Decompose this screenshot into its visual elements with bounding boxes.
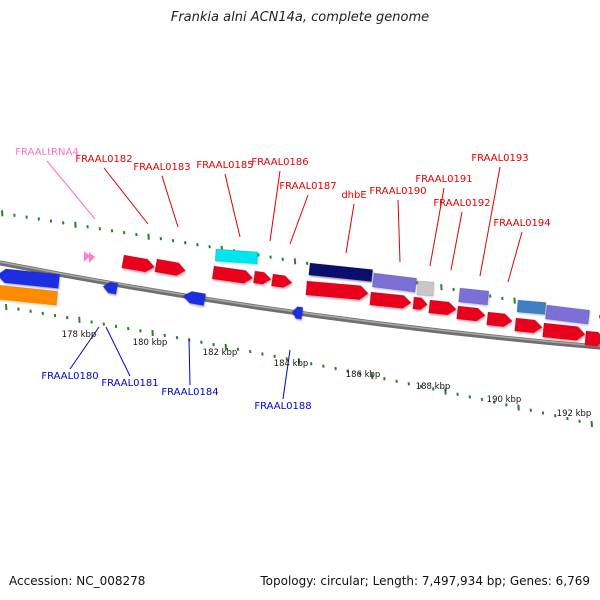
feature-dhbE-cds [305, 280, 369, 300]
scale-label: 180 kbp [133, 338, 168, 348]
feature-FRAALtRNA4-a [84, 251, 90, 262]
scale-labels: 178 kbp 180 kbp 182 kbp 184 kbp 186 kbp 188 k… [62, 330, 592, 419]
genome-stats: Topology: circular; Length: 7,497,934 bp… [260, 574, 590, 588]
scale-label: 192 kbp [557, 409, 592, 419]
feature-FRAAL0183 [154, 258, 186, 276]
feature-FRAAL0184 [182, 291, 207, 306]
feature-FRAAL0182 [121, 254, 155, 273]
gene-label-FRAAL0188: FRAAL0188 [254, 401, 311, 412]
accession-label: Accession: NC_008278 [9, 574, 146, 588]
gene-label-FRAAL0185: FRAAL0185 [196, 160, 253, 171]
callout-line [289, 194, 309, 245]
callout-line [105, 326, 131, 377]
scale-label: 182 kbp [203, 348, 238, 358]
feature-cds-c [584, 330, 600, 347]
feature-FRAAL0187 [270, 273, 293, 288]
callout-line [224, 173, 241, 238]
scale-label: 186 kbp [346, 370, 381, 380]
gene-label-FRAAL0187: FRAAL0187 [279, 181, 336, 192]
gene-label-FRAALtRNA4: FRAALtRNA4 [15, 147, 78, 158]
feature-steel [516, 299, 547, 315]
feature-FRAAL0181 [102, 281, 119, 295]
feature-orange [0, 284, 59, 306]
scale-label: 178 kbp [62, 330, 97, 340]
feature-FRAAL0192 [428, 299, 457, 316]
feature-FRAAL0186 [252, 270, 272, 285]
callout-line [397, 199, 401, 263]
gene-label-FRAAL0193: FRAAL0193 [471, 153, 528, 164]
feature-FRAAL0185 [214, 248, 259, 265]
feature-track [0, 248, 600, 347]
callout-line [269, 170, 281, 242]
gene-label-FRAAL0186: FRAAL0186 [251, 157, 308, 168]
feature-FRAAL0185-cds [211, 265, 254, 284]
callout-line [479, 166, 501, 277]
gene-label-FRAAL0190: FRAAL0190 [369, 186, 426, 197]
gene-label-FRAAL0180: FRAAL0180 [41, 371, 98, 382]
feature-rrna-blue [0, 268, 60, 289]
callout-line [69, 326, 100, 370]
gene-label-FRAAL0192: FRAAL0192 [433, 198, 490, 209]
callout-line [345, 203, 355, 254]
scale-label: 184 kbp [274, 359, 309, 369]
feature-FRAAL0194 [486, 311, 513, 328]
feature-FRAAL0193-cds [456, 305, 486, 322]
feature-FRAALtRNA4-b [89, 252, 95, 263]
gene-label-FRAAL0194: FRAAL0194 [493, 218, 550, 229]
callout-line [103, 167, 149, 225]
feature-lavender-b [544, 304, 591, 325]
gene-label-FRAAL0191: FRAAL0191 [415, 174, 472, 185]
inner-tick-row [5, 303, 593, 428]
feature-FRAAL0191 [416, 280, 435, 297]
feature-cds-b [542, 322, 586, 341]
callout-line [282, 349, 291, 400]
feature-FRAAL0190-cds [369, 291, 412, 309]
scale-label: 190 kbp [487, 395, 522, 405]
feature-dhbE [308, 262, 373, 282]
feature-FRAAL0190 [371, 272, 418, 293]
map-title: Frankia alni ACN14a, complete genome [170, 10, 430, 25]
gene-label-FRAAL0184: FRAAL0184 [161, 387, 218, 398]
callout-line [46, 160, 96, 220]
feature-FRAAL0193 [458, 287, 490, 306]
gene-label-dhbE: dhbE [341, 190, 366, 201]
callout-line [450, 211, 463, 271]
gene-label-FRAAL0183: FRAAL0183 [133, 162, 190, 173]
gene-label-FRAAL0181: FRAAL0181 [101, 378, 158, 389]
scale-label: 188 kbp [416, 382, 451, 392]
callout-line [188, 338, 191, 386]
callout-line [507, 231, 523, 283]
gene-label-FRAAL0182: FRAAL0182 [75, 154, 132, 165]
callout-line [429, 187, 445, 267]
feature-FRAAL0191-cds [412, 296, 428, 311]
feature-FRAAL0188 [291, 306, 304, 320]
feature-cds-a [514, 317, 543, 334]
callout-line [161, 175, 179, 228]
